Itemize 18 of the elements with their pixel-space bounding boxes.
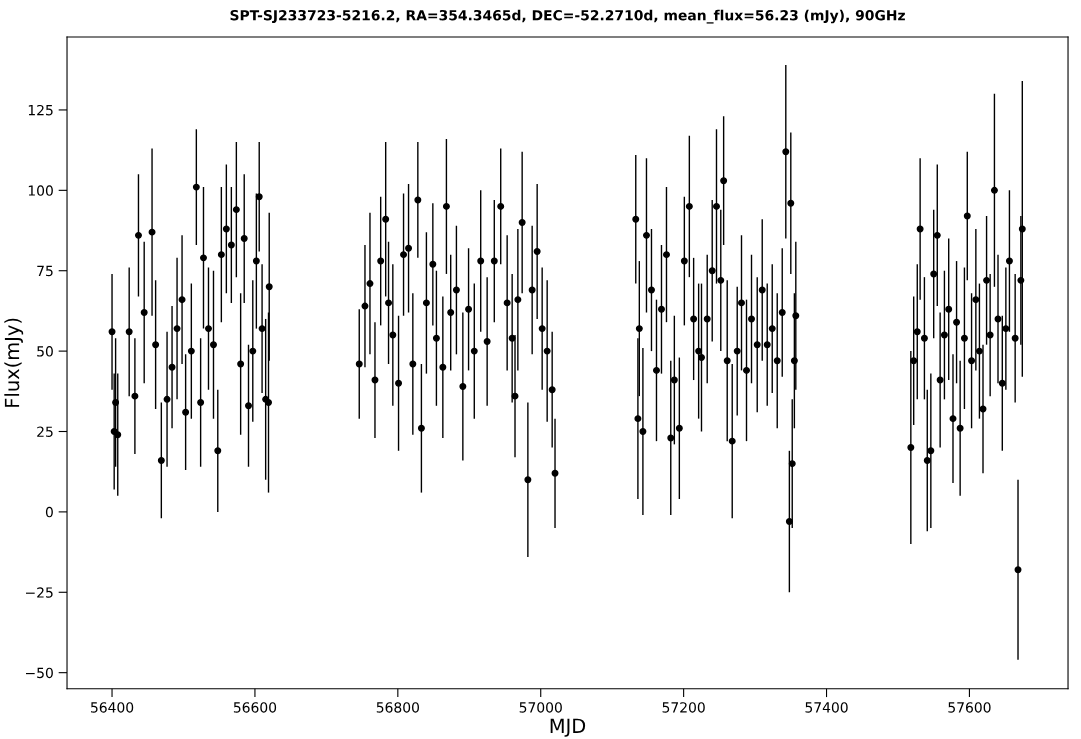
y-tick-label: −50	[25, 667, 53, 679]
x-tick-label: 56400	[91, 702, 134, 713]
x-tick-label: 56800	[376, 702, 419, 713]
y-tick-label: 125	[28, 104, 53, 116]
y-tick-label: 75	[37, 265, 53, 277]
x-tick-label: 57600	[948, 702, 991, 713]
x-axis-title: MJD	[550, 718, 586, 737]
y-axis-title: Flux(mJy)	[4, 318, 24, 407]
y-tick-label: −25	[25, 587, 53, 598]
y-tick-label: 50	[37, 346, 53, 357]
chart-title: SPT-SJ233723-5216.2, RA=354.3465d, DEC=-52.2710d, mean_flux=56.23 (mJy), 90GHz	[230, 9, 905, 24]
x-tick-label: 56600	[233, 702, 277, 713]
y-tick-label: 100	[28, 185, 53, 196]
x-tick-label: 57000	[519, 702, 562, 713]
y-tick-label: 25	[37, 426, 53, 437]
y-tick-label: 0	[45, 506, 53, 518]
x-tick-label: 57200	[662, 702, 705, 713]
x-tick-label: 57400	[805, 702, 848, 713]
